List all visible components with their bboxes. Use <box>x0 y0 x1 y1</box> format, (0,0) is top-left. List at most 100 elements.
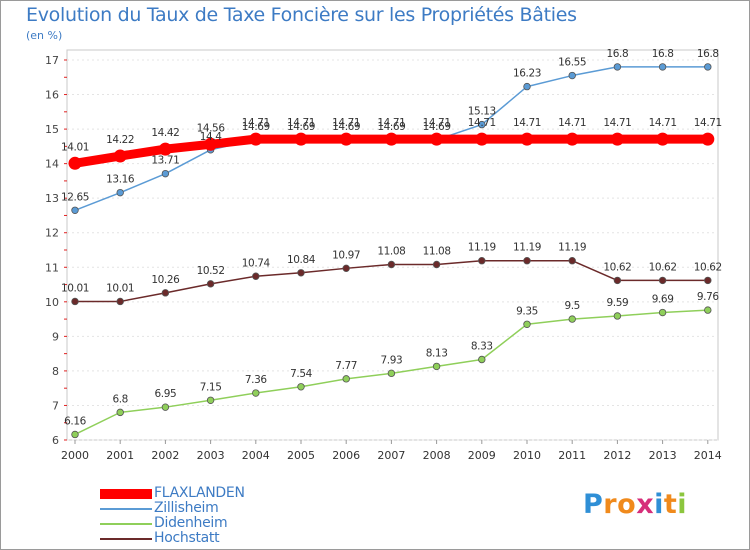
data-point-zillisheim <box>71 206 79 214</box>
data-label-hochstatt: 10.52 <box>197 265 225 277</box>
logo-letter: r <box>603 489 618 520</box>
x-tick-label: 2004 <box>242 449 270 462</box>
legend-label-flaxlanden: FLAXLANDEN <box>154 485 245 501</box>
data-label-didenheim: 9.5 <box>564 300 580 312</box>
data-label-didenheim: 9.35 <box>516 305 538 317</box>
data-point-flaxlanden <box>610 132 624 146</box>
logo-letter: x <box>636 489 655 520</box>
data-label-didenheim: 8.13 <box>426 347 448 359</box>
proxiti-logo: Proxiti <box>583 489 687 520</box>
data-label-didenheim: 7.36 <box>245 374 267 386</box>
data-label-didenheim: 9.59 <box>607 297 629 309</box>
data-point-didenheim <box>658 308 667 317</box>
data-point-zillisheim <box>478 120 486 129</box>
y-tick-label: 14 <box>45 158 59 171</box>
y-tick-label: 8 <box>52 365 59 378</box>
y-tick-label: 11 <box>45 261 59 274</box>
data-point-flaxlanden <box>339 132 353 146</box>
data-point-flaxlanden <box>158 142 172 156</box>
x-tick-label: 2014 <box>694 449 722 462</box>
data-point-zillisheim <box>523 82 531 91</box>
data-label-zillisheim: 14.69 <box>423 121 451 133</box>
data-point-didenheim <box>387 369 396 378</box>
data-label-didenheim: 6.8 <box>112 393 128 405</box>
data-label-hochstatt: 10.01 <box>61 282 89 294</box>
data-point-hochstatt <box>342 264 350 273</box>
data-label-hochstatt: 11.08 <box>377 246 405 258</box>
y-tick-label: 15 <box>45 123 59 136</box>
x-tick-label: 2002 <box>151 449 179 462</box>
data-label-didenheim: 6.16 <box>64 415 86 427</box>
x-tick-label: 2011 <box>558 449 586 462</box>
legend-swatch-flaxlanden <box>100 489 152 499</box>
legend-swatch-zillisheim <box>100 508 152 510</box>
chart-title: Evolution du Taux de Taxe Foncière sur l… <box>26 4 577 26</box>
data-point-flaxlanden <box>430 132 444 146</box>
data-point-hochstatt <box>432 260 441 269</box>
data-label-flaxlanden: 14.71 <box>649 117 677 129</box>
x-tick-label: 2010 <box>513 449 541 462</box>
data-label-flaxlanden: 14.71 <box>513 117 541 129</box>
data-point-didenheim <box>432 362 441 371</box>
legend-label-hochstatt: Hochstatt <box>154 530 220 546</box>
data-point-didenheim <box>613 312 622 320</box>
data-point-didenheim <box>71 430 79 439</box>
data-label-zillisheim: 13.71 <box>151 155 179 167</box>
data-point-flaxlanden <box>204 137 218 151</box>
data-label-zillisheim: 13.16 <box>106 174 135 186</box>
data-point-didenheim <box>116 408 124 417</box>
data-point-didenheim <box>523 320 531 328</box>
data-point-flaxlanden <box>384 132 398 146</box>
data-point-didenheim <box>342 375 350 383</box>
data-point-flaxlanden <box>249 132 263 146</box>
data-label-zillisheim: 14.69 <box>287 121 315 133</box>
data-label-didenheim: 7.54 <box>290 368 312 380</box>
data-label-flaxlanden: 14.42 <box>151 127 179 139</box>
data-label-hochstatt: 10.62 <box>603 261 631 273</box>
data-point-flaxlanden <box>294 132 308 146</box>
data-label-flaxlanden: 14.22 <box>106 134 134 146</box>
data-label-zillisheim: 16.8 <box>607 48 629 60</box>
data-label-flaxlanden: 14.71 <box>377 117 405 129</box>
data-label-zillisheim: 14.69 <box>242 121 270 133</box>
data-label-flaxlanden: 14.71 <box>242 117 270 129</box>
data-label-flaxlanden: 14.56 <box>197 122 226 134</box>
y-tick-label: 12 <box>45 227 59 240</box>
data-point-hochstatt <box>658 276 667 285</box>
y-tick-label: 7 <box>52 399 59 412</box>
y-tick-label: 6 <box>52 434 59 447</box>
data-point-didenheim <box>297 383 305 391</box>
data-label-didenheim: 9.76 <box>697 291 719 303</box>
data-label-didenheim: 9.69 <box>652 294 674 306</box>
y-tick-label: 17 <box>45 54 59 67</box>
data-point-didenheim <box>206 396 215 404</box>
data-point-hochstatt <box>523 257 531 265</box>
data-label-didenheim: 7.77 <box>335 360 357 372</box>
data-point-didenheim <box>161 403 170 411</box>
x-tick-label: 2008 <box>423 449 451 462</box>
logo-letter: i <box>654 489 664 520</box>
data-point-hochstatt <box>71 297 79 306</box>
legend-swatch-didenheim <box>100 523 152 525</box>
data-point-flaxlanden <box>68 156 82 170</box>
data-point-flaxlanden <box>520 132 534 146</box>
data-label-flaxlanden: 14.71 <box>423 117 451 129</box>
legend-label-zillisheim: Zillisheim <box>154 500 219 516</box>
data-point-flaxlanden <box>475 132 489 146</box>
data-point-hochstatt <box>206 280 215 288</box>
data-label-didenheim: 6.95 <box>155 388 177 400</box>
data-label-flaxlanden: 14.71 <box>468 117 496 129</box>
data-point-zillisheim <box>568 71 576 80</box>
data-label-didenheim: 8.33 <box>471 341 493 353</box>
data-label-flaxlanden: 14.71 <box>694 117 722 129</box>
data-label-hochstatt: 10.26 <box>151 274 180 286</box>
data-label-flaxlanden: 14.71 <box>558 117 586 129</box>
data-label-hochstatt: 11.19 <box>558 242 586 254</box>
x-tick-label: 2013 <box>649 449 677 462</box>
x-tick-label: 2007 <box>377 449 405 462</box>
logo-letter: t <box>663 489 678 520</box>
data-label-didenheim: 7.93 <box>381 354 403 366</box>
y-tick-label: 16 <box>45 89 59 102</box>
data-point-zillisheim <box>116 188 124 197</box>
